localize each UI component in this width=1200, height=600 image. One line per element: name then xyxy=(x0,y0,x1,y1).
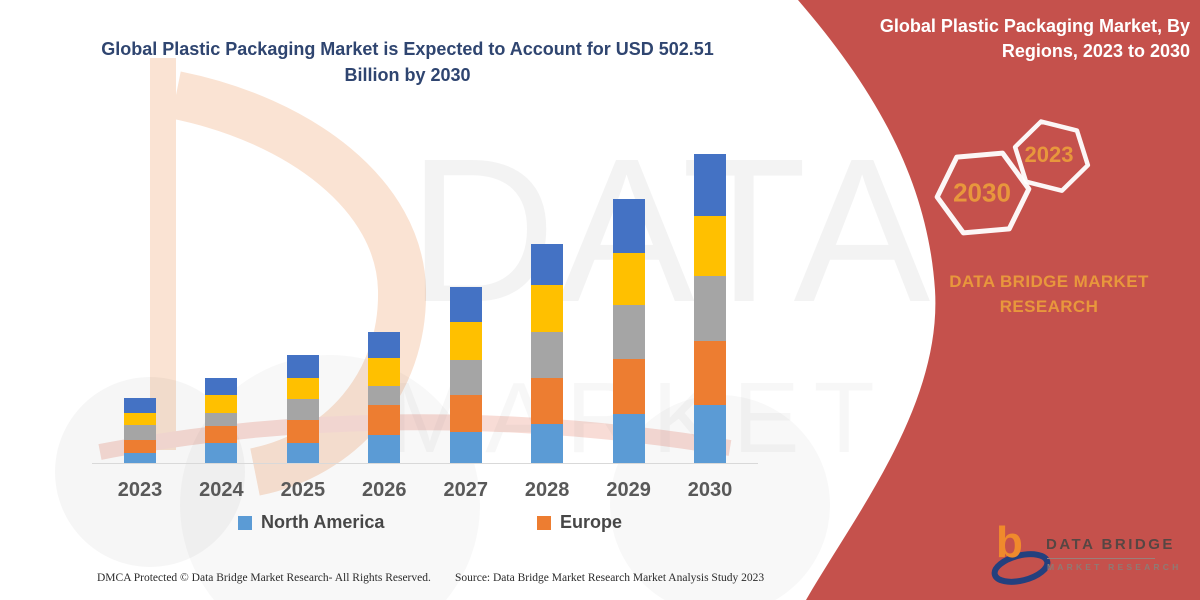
bar-segment-2030-series5 xyxy=(694,154,726,217)
x-axis-label-2025: 2025 xyxy=(280,479,326,501)
x-axis-label-2029: 2029 xyxy=(606,479,651,501)
bar-segment-2024-North America xyxy=(205,443,238,463)
bar-segment-2028-Europe xyxy=(531,377,564,425)
legend-label: North America xyxy=(261,512,385,532)
bar-segment-2024-Europe xyxy=(205,426,238,443)
bar-segment-2030-Europe xyxy=(694,341,726,406)
bar-2026 xyxy=(368,331,401,463)
hexagon-badge-2030 xyxy=(934,150,1032,236)
bar-segment-2024-series4 xyxy=(205,395,238,414)
bar-segment-2026-series4 xyxy=(368,357,401,387)
logo-swoosh-icon xyxy=(991,551,1051,585)
bar-segment-2027-series5 xyxy=(449,286,482,322)
bar-2028 xyxy=(531,243,564,463)
logo-company-name: DATA BRIDGE xyxy=(1046,536,1175,553)
x-axis-label-2028: 2028 xyxy=(524,479,570,501)
bar-2024 xyxy=(205,377,238,463)
logo-b-icon: b xyxy=(996,518,1023,567)
bar-segment-2025-series5 xyxy=(286,354,319,378)
bar-segment-2026-series3 xyxy=(368,386,401,406)
brand-caption: DATA BRIDGE MARKET RESEARCH xyxy=(949,272,1149,316)
bar-segment-2023-Europe xyxy=(124,439,156,453)
badge-year-2023: 2023 xyxy=(1024,142,1074,167)
side-panel-background xyxy=(798,0,1200,600)
badge-year-2030: 2030 xyxy=(953,177,1011,208)
legend-item-europe: Europe xyxy=(537,512,622,533)
legend-swatch-icon xyxy=(537,515,551,530)
bar-segment-2025-Europe xyxy=(286,419,319,443)
bar-2023 xyxy=(124,397,156,463)
x-axis-label-2030: 2030 xyxy=(687,479,733,501)
bar-2027 xyxy=(449,286,482,463)
bar-segment-2023-series5 xyxy=(124,397,156,414)
legend-swatch-icon xyxy=(238,515,252,530)
bar-segment-2027-North America xyxy=(449,432,482,463)
bar-segment-2030-series3 xyxy=(694,276,726,342)
bar-segment-2030-North America xyxy=(694,405,726,463)
bar-segment-2025-North America xyxy=(286,443,319,463)
bar-segment-2023-series3 xyxy=(124,425,156,440)
bar-2025 xyxy=(286,354,319,463)
logo-subtitle: MARKET RESEARCH xyxy=(1047,562,1182,572)
bar-segment-2028-North America xyxy=(531,424,564,463)
bar-2030 xyxy=(694,154,726,463)
bar-segment-2030-series4 xyxy=(694,216,726,277)
legend-label: Europe xyxy=(560,512,623,532)
bar-segment-2026-Europe xyxy=(368,405,401,436)
bar-segment-2029-North America xyxy=(612,413,645,463)
x-axis-line xyxy=(92,463,758,464)
bar-segment-2026-series5 xyxy=(368,331,401,358)
bar-segment-2029-series3 xyxy=(612,305,645,359)
chart-title: Global Plastic Packaging Market is Expec… xyxy=(101,39,714,86)
bar-segment-2023-series4 xyxy=(124,413,156,426)
side-panel-heading: Global Plastic Packaging Market, By Regi… xyxy=(879,16,1190,62)
bar-segment-2027-series4 xyxy=(449,321,482,360)
bar-segment-2027-series3 xyxy=(449,359,482,396)
bar-segment-2028-series3 xyxy=(531,331,564,378)
watermark-b-stem xyxy=(150,58,176,450)
source-note: Source: Data Bridge Market Research Mark… xyxy=(455,572,765,584)
bar-segment-2029-series5 xyxy=(612,198,645,254)
x-axis-label-2023: 2023 xyxy=(117,479,163,501)
bar-segment-2023-North America xyxy=(124,453,156,463)
bar-segment-2026-North America xyxy=(368,435,401,463)
x-axis-label-2026: 2026 xyxy=(362,479,407,501)
bar-segment-2025-series4 xyxy=(286,377,319,399)
x-axis-label-2027: 2027 xyxy=(443,479,488,501)
watermark-b-bowl xyxy=(171,71,427,496)
bar-segment-2028-series4 xyxy=(531,285,564,332)
bar-segment-2027-Europe xyxy=(449,395,482,432)
bar-segment-2029-Europe xyxy=(612,358,645,414)
dmca-notice: DMCA Protected © Data Bridge Market Rese… xyxy=(97,572,431,584)
bar-segment-2024-series5 xyxy=(205,377,238,396)
bar-segment-2029-series4 xyxy=(612,253,645,306)
bar-segment-2024-series3 xyxy=(205,413,238,427)
bar-2029 xyxy=(612,198,645,463)
bar-segment-2028-series5 xyxy=(531,243,564,286)
bar-segment-2025-series3 xyxy=(286,398,319,420)
x-axis-label-2024: 2024 xyxy=(199,479,244,501)
legend-item-north-america: North America xyxy=(238,512,384,533)
logo-divider xyxy=(1047,558,1155,559)
